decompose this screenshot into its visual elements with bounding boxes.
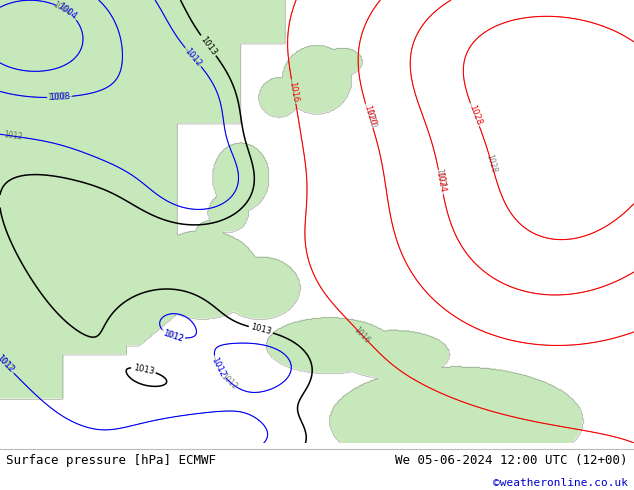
Text: 1012: 1012 [164,329,184,343]
Text: 1016: 1016 [352,325,372,345]
Text: 1013: 1013 [198,34,218,57]
Text: 1012: 1012 [3,130,23,142]
Text: 1012: 1012 [183,46,204,68]
Text: 1004: 1004 [56,1,79,22]
Text: 1012: 1012 [0,353,14,373]
Text: ©weatheronline.co.uk: ©weatheronline.co.uk [493,478,628,488]
Text: 1028: 1028 [467,103,483,126]
Text: 1012: 1012 [0,353,16,375]
Text: 1004: 1004 [51,0,73,17]
Text: 1012: 1012 [162,328,184,343]
Text: 1020: 1020 [362,104,377,127]
Text: 1012: 1012 [219,371,239,391]
Text: We 05-06-2024 12:00 UTC (12+00): We 05-06-2024 12:00 UTC (12+00) [395,454,628,466]
Text: 1008: 1008 [49,92,70,102]
Text: 1008: 1008 [48,93,67,102]
Text: Surface pressure [hPa] ECMWF: Surface pressure [hPa] ECMWF [6,454,216,466]
Text: 1024: 1024 [434,168,446,188]
Text: 1020: 1020 [363,108,377,129]
Text: 1016: 1016 [287,80,300,103]
Text: 1012: 1012 [210,356,227,379]
Text: 1028: 1028 [484,153,498,174]
Text: 1013: 1013 [250,322,273,337]
Text: 1013: 1013 [133,363,155,376]
Text: 1024: 1024 [434,171,447,194]
